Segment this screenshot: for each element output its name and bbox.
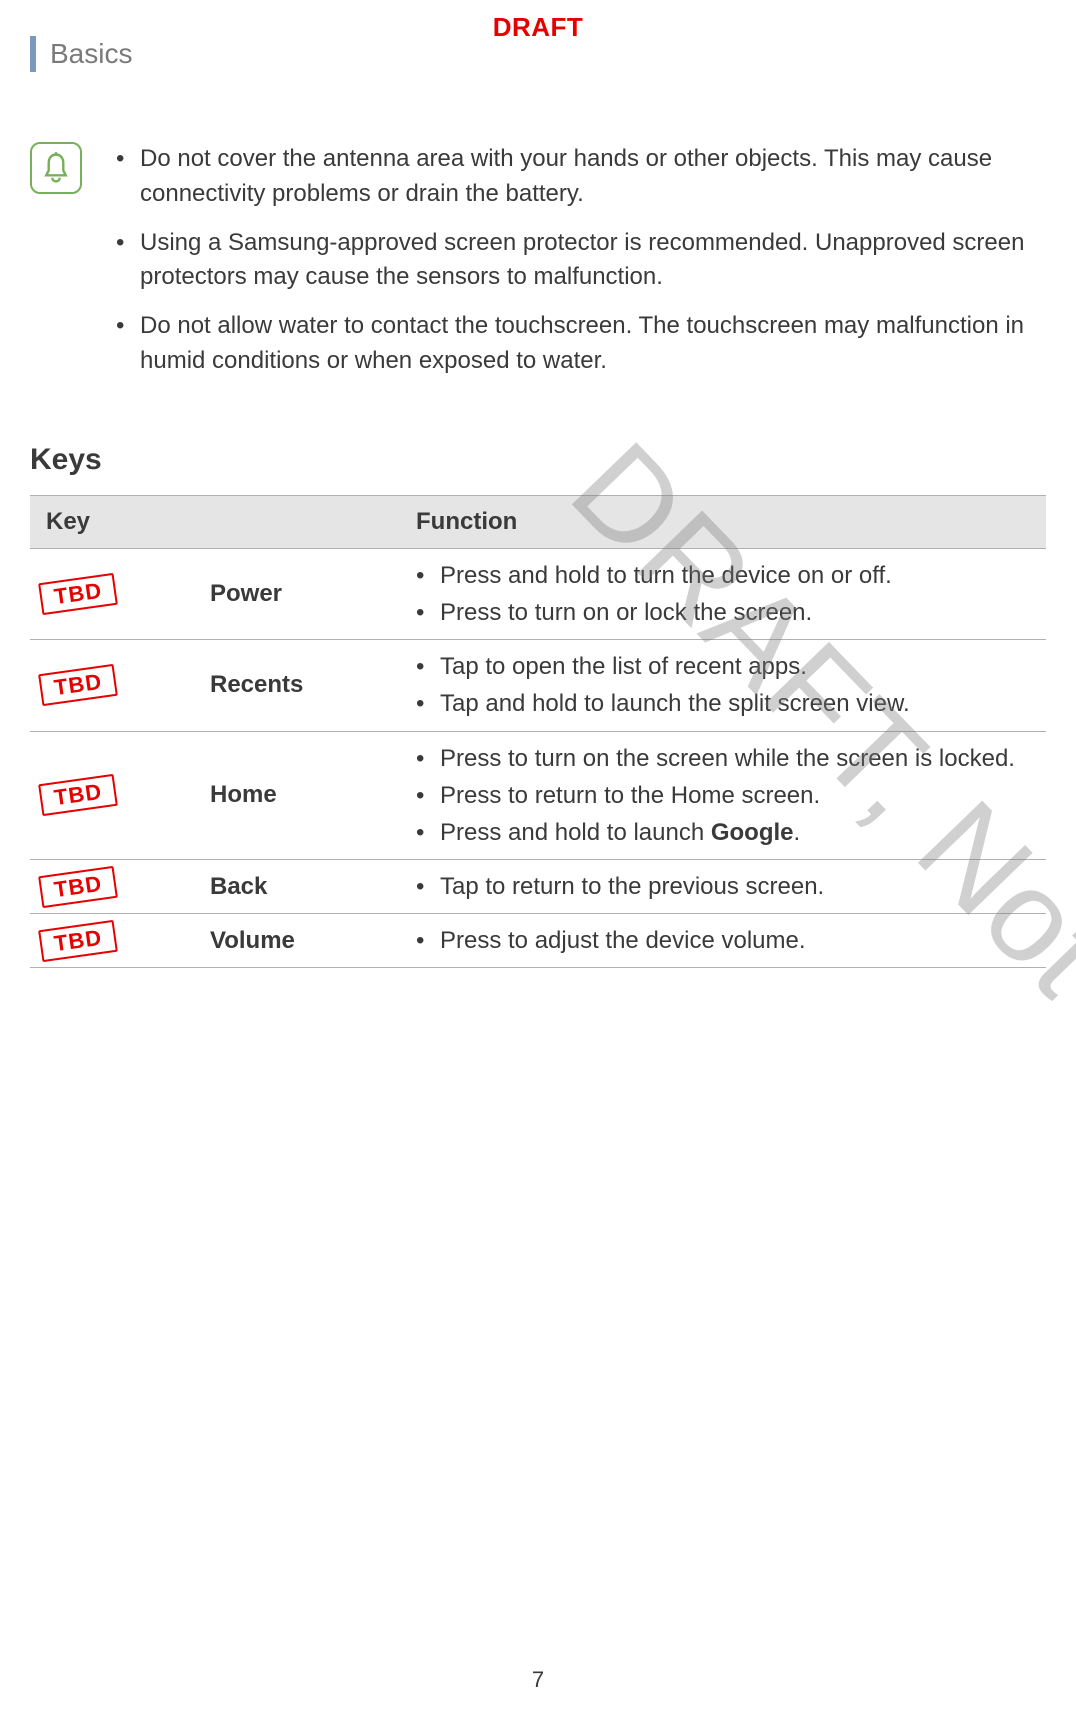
function-item: Press and hold to turn the device on or …: [410, 557, 1036, 594]
table-row: TBD Recents Tap to open the list of rece…: [30, 640, 1046, 731]
bell-icon: [30, 142, 82, 194]
table-row: TBD Back Tap to return to the previous s…: [30, 860, 1046, 914]
note-item: Using a Samsung-approved screen protecto…: [110, 226, 1046, 296]
table-col-function: Function: [400, 495, 1046, 548]
function-list: Tap to return to the previous screen.: [410, 868, 1036, 905]
function-item: Press to turn on the screen while the sc…: [410, 740, 1036, 777]
table-row: TBD Power Press and hold to turn the dev…: [30, 548, 1046, 639]
page-number: 7: [532, 1667, 544, 1693]
function-list: Press to turn on the screen while the sc…: [410, 740, 1036, 852]
breadcrumb-section: Basics: [50, 38, 132, 70]
table-col-key: Key: [30, 495, 400, 548]
key-name-volume: Volume: [210, 927, 295, 954]
function-item: Press to return to the Home screen.: [410, 777, 1036, 814]
key-name-home: Home: [210, 781, 277, 808]
header-accent-bar: [30, 36, 36, 72]
key-name-power: Power: [210, 580, 282, 607]
note-item: Do not cover the antenna area with your …: [110, 142, 1046, 212]
table-row: TBD Volume Press to adjust the device vo…: [30, 914, 1046, 968]
note-callout: Do not cover the antenna area with your …: [30, 142, 1046, 393]
function-item: Tap and hold to launch the split screen …: [410, 685, 1036, 722]
draft-watermark-top: DRAFT: [493, 12, 584, 43]
keys-table: Key Function TBD Power Press and hold to…: [30, 495, 1046, 969]
table-header-row: Key Function: [30, 495, 1046, 548]
function-item: Press and hold to launch Google.: [410, 814, 1036, 851]
note-item: Do not allow water to contact the touchs…: [110, 309, 1046, 379]
note-list: Do not cover the antenna area with your …: [110, 142, 1046, 393]
tbd-stamp: TBD: [38, 573, 118, 615]
function-item: Press to turn on or lock the screen.: [410, 594, 1036, 631]
tbd-stamp: TBD: [38, 866, 118, 908]
function-item: Tap to open the list of recent apps.: [410, 648, 1036, 685]
tbd-stamp: TBD: [38, 664, 118, 706]
key-name-recents: Recents: [210, 671, 303, 698]
tbd-stamp: TBD: [38, 920, 118, 962]
keys-section-title: Keys: [30, 443, 1046, 477]
key-name-back: Back: [210, 873, 267, 900]
manual-page: DRAFT Basics Do not cover the antenna ar…: [0, 0, 1076, 1719]
function-list: Tap to open the list of recent apps. Tap…: [410, 648, 1036, 722]
function-item: Tap to return to the previous screen.: [410, 868, 1036, 905]
tbd-stamp: TBD: [38, 774, 118, 816]
table-row: TBD Home Press to turn on the screen whi…: [30, 731, 1046, 860]
function-list: Press to adjust the device volume.: [410, 922, 1036, 959]
function-item: Press to adjust the device volume.: [410, 922, 1036, 959]
function-list: Press and hold to turn the device on or …: [410, 557, 1036, 631]
